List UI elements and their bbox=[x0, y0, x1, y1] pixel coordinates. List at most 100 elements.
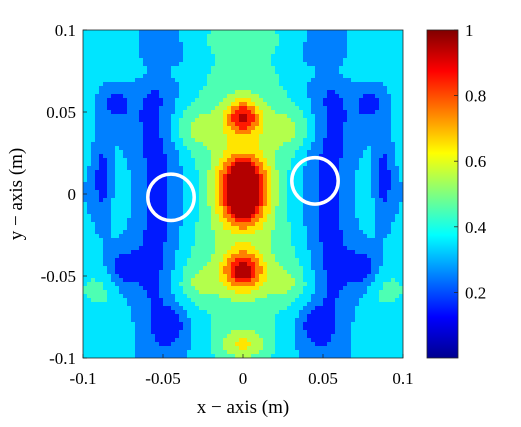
heatmap-cell bbox=[147, 162, 152, 167]
heatmap-cell bbox=[131, 74, 136, 79]
heatmap-cell bbox=[303, 186, 308, 191]
heatmap-cell bbox=[319, 134, 324, 139]
heatmap-cell bbox=[235, 86, 240, 91]
heatmap-cell bbox=[123, 178, 128, 183]
heatmap-cell bbox=[99, 246, 104, 251]
heatmap-cell bbox=[395, 274, 400, 279]
heatmap-cell bbox=[239, 78, 244, 83]
heatmap-cell bbox=[283, 66, 288, 71]
heatmap-cell bbox=[179, 58, 184, 63]
heatmap-cell bbox=[167, 98, 172, 103]
heatmap-cell bbox=[355, 182, 360, 187]
heatmap-cell bbox=[139, 78, 144, 83]
heatmap-cell bbox=[399, 58, 403, 63]
heatmap-cell bbox=[175, 102, 180, 107]
heatmap-cell bbox=[375, 146, 380, 151]
heatmap-cell bbox=[375, 210, 380, 215]
heatmap-cell bbox=[347, 70, 352, 75]
heatmap-cell bbox=[287, 130, 292, 135]
heatmap-cell bbox=[123, 74, 128, 79]
heatmap-cell bbox=[111, 138, 116, 143]
heatmap-cell bbox=[291, 106, 296, 111]
heatmap-cell bbox=[263, 206, 268, 211]
heatmap-cell bbox=[199, 254, 204, 259]
heatmap-cell bbox=[207, 94, 212, 99]
heatmap-cell bbox=[119, 110, 124, 115]
heatmap-cell bbox=[223, 118, 228, 123]
heatmap-cell bbox=[291, 54, 296, 59]
heatmap-cell bbox=[91, 194, 96, 199]
heatmap-cell bbox=[239, 82, 244, 87]
heatmap-cell bbox=[155, 270, 160, 275]
heatmap-cell bbox=[275, 126, 280, 131]
heatmap-cell bbox=[87, 118, 92, 123]
heatmap-cell bbox=[275, 222, 280, 227]
heatmap-cell bbox=[191, 150, 196, 155]
heatmap-cell bbox=[363, 94, 368, 99]
heatmap-cell bbox=[375, 118, 380, 123]
heatmap-cell bbox=[87, 110, 92, 115]
heatmap-cell bbox=[183, 158, 188, 163]
heatmap-cell bbox=[275, 202, 280, 207]
heatmap-cell bbox=[315, 250, 320, 255]
heatmap-cell bbox=[275, 62, 280, 67]
heatmap-cell bbox=[383, 86, 388, 91]
heatmap-cell bbox=[103, 106, 108, 111]
heatmap-cell bbox=[203, 62, 208, 67]
heatmap-cell bbox=[199, 186, 204, 191]
heatmap-cell bbox=[387, 90, 392, 95]
heatmap-cell bbox=[291, 242, 296, 247]
heatmap-cell bbox=[203, 74, 208, 79]
heatmap-cell bbox=[235, 274, 240, 279]
heatmap-cell bbox=[363, 250, 368, 255]
heatmap-cell bbox=[391, 202, 396, 207]
heatmap-cell bbox=[243, 198, 248, 203]
heatmap-cell bbox=[323, 190, 328, 195]
heatmap-cell bbox=[219, 134, 224, 139]
heatmap-cell bbox=[143, 190, 148, 195]
heatmap-cell bbox=[387, 226, 392, 231]
heatmap-cell bbox=[195, 82, 200, 87]
heatmap-cell bbox=[391, 118, 396, 123]
heatmap-cell bbox=[275, 66, 280, 71]
heatmap-cell bbox=[115, 238, 120, 243]
heatmap-cell bbox=[175, 278, 180, 283]
heatmap-cell bbox=[111, 50, 116, 55]
heatmap-cell bbox=[211, 190, 216, 195]
heatmap-cell bbox=[399, 110, 403, 115]
heatmap-cell bbox=[227, 170, 232, 175]
heatmap-cell bbox=[139, 74, 144, 79]
heatmap-cell bbox=[227, 86, 232, 91]
heatmap-cell bbox=[199, 238, 204, 243]
heatmap-cell bbox=[95, 162, 100, 167]
heatmap-cell bbox=[239, 86, 244, 91]
heatmap-cell bbox=[231, 226, 236, 231]
heatmap-cell bbox=[203, 274, 208, 279]
heatmap-cell bbox=[319, 250, 324, 255]
heatmap-cell bbox=[103, 86, 108, 91]
heatmap-cell bbox=[279, 218, 284, 223]
heatmap-cell bbox=[307, 74, 312, 79]
heatmap-cell bbox=[371, 62, 376, 67]
heatmap-cell bbox=[163, 222, 168, 227]
heatmap-cell bbox=[219, 210, 224, 215]
heatmap-cell bbox=[95, 42, 100, 47]
heatmap-cell bbox=[259, 30, 264, 35]
heatmap-cell bbox=[307, 254, 312, 259]
heatmap-cell bbox=[175, 198, 180, 203]
heatmap-cell bbox=[339, 106, 344, 111]
heatmap-cell bbox=[199, 226, 204, 231]
heatmap-cell bbox=[215, 66, 220, 71]
heatmap-cell bbox=[283, 58, 288, 63]
heatmap-cell bbox=[311, 270, 316, 275]
heatmap-cell bbox=[111, 34, 116, 39]
heatmap-cell bbox=[147, 246, 152, 251]
heatmap-cell bbox=[351, 210, 356, 215]
heatmap-cell bbox=[399, 262, 403, 267]
heatmap-cell bbox=[263, 190, 268, 195]
heatmap-cell bbox=[391, 94, 396, 99]
heatmap-cell bbox=[223, 238, 228, 243]
heatmap-cell bbox=[191, 214, 196, 219]
heatmap-cell bbox=[167, 226, 172, 231]
heatmap-cell bbox=[255, 58, 260, 63]
